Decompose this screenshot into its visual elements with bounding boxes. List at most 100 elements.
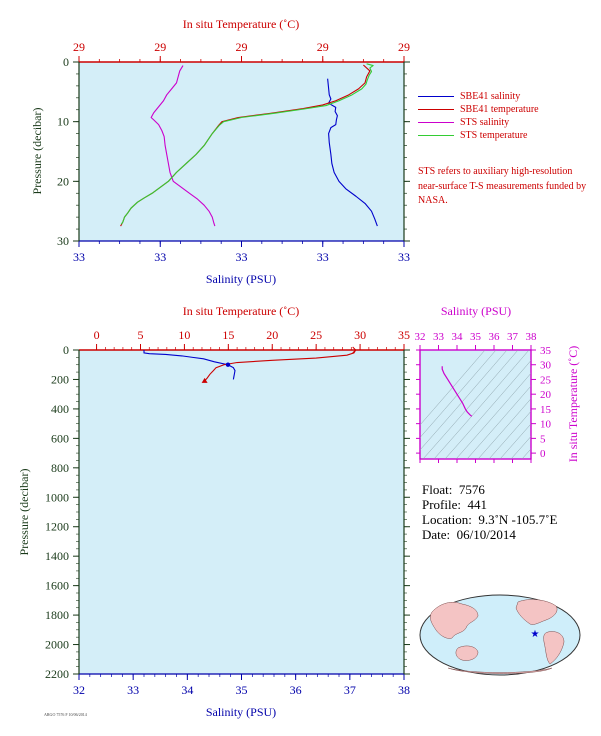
bottom-salinity-tick-label: 34: [181, 683, 193, 697]
top-temperature-axis-label: In situ Temperature (˚C): [183, 17, 300, 31]
bottom-temperature-tick-label: 30: [354, 328, 366, 342]
legend-swatch: [418, 96, 454, 97]
float-info: Float: 7576 Profile: 441 Location: 9.3˚N…: [422, 482, 557, 542]
top-temperature-tick-label: 29: [398, 40, 410, 54]
ts-isopycnal: [510, 435, 531, 459]
float-row: Float: 7576: [422, 482, 557, 497]
bottom-salinity-tick-label: 36: [290, 683, 302, 697]
top-temperature-tick-label: 29: [154, 40, 166, 54]
top-pressure-tick-label: 30: [57, 234, 69, 248]
legend-label: SBE41 salinity: [460, 91, 521, 102]
bottom-panel-series: [143, 346, 357, 383]
bottom-pressure-tick-label: 800: [51, 461, 69, 475]
ts-salinity-tick-label: 33: [433, 331, 445, 343]
bottom-pressure-tick-label: 2000: [45, 638, 69, 652]
ts-density-contours: [420, 350, 531, 459]
top-salinity-tick-label: 33: [398, 250, 410, 264]
top-plot-area: [78, 61, 405, 242]
top-panel: 29 29 29 29 29 33 33 33 33 33 0 10 20 30 In situ Temp…: [30, 17, 410, 286]
ts-salinity-tick-label: 37: [507, 331, 519, 343]
bottom-temperature-tick-label: 35: [398, 328, 410, 342]
bottom-salinity-axis-label: Salinity (PSU): [206, 705, 276, 719]
ts-salinity-tick-label: 32: [415, 331, 426, 343]
ts-diagram: 32 33 34 35 36 37 38 0 5 10 15 20 25 30 35 Salinity (P…: [415, 304, 580, 463]
map-float-location-star: ★: [531, 629, 540, 640]
legend-swatch: [418, 135, 454, 136]
salinity-end-marker: [225, 362, 231, 367]
top-salinity-tick-label: 33: [73, 250, 85, 264]
top-salinity-tick-label: 33: [154, 250, 166, 264]
bottom-series-salinity: [143, 350, 236, 380]
bottom-pressure-tick-label: 0: [63, 343, 69, 357]
ts-temperature-tick-label: 0: [540, 448, 546, 460]
top-salinity-tick-label: 33: [236, 250, 248, 264]
map-land-north-america: [515, 599, 558, 625]
bottom-temperature-tick-label: 10: [178, 328, 190, 342]
bottom-pressure-axis-label: Pressure (decibar): [17, 469, 31, 556]
float-label: Float:: [422, 482, 453, 497]
bottom-temperature-tick-label: 5: [137, 328, 143, 342]
bottom-pressure-tick-label: 1400: [45, 549, 69, 563]
bottom-temperature-tick-label: 20: [266, 328, 278, 342]
location-label: Location:: [422, 512, 472, 527]
date-row: Date: 06/10/2014: [422, 527, 557, 542]
bottom-pressure-tick-label: 200: [51, 372, 69, 386]
ts-temperature-axis-label: In situ Temperature (˚C): [566, 346, 580, 463]
bottom-panel: 0 5 10 15 20 25 30 35 32 33 34 35 36 37 38 0 200 400 600 80…: [17, 304, 410, 719]
top-pressure-axis-label: Pressure (decibar): [30, 108, 44, 195]
ts-temperature-tick-label: 5: [540, 433, 546, 445]
ts-diagram-ticks: 32 33 34 35 36 37 38 0 5 10 15 20 25 30 35: [415, 331, 552, 463]
bottom-pressure-tick-label: 1800: [45, 608, 69, 622]
top-panel-series: [120, 63, 378, 227]
bottom-temperature-tick-label: 0: [94, 328, 100, 342]
legend-label: SBE41 temperature: [460, 104, 539, 115]
ts-isopycnal: [422, 350, 519, 459]
bottom-salinity-tick-label: 32: [73, 683, 85, 697]
top-series-sts-temperature: [120, 63, 374, 225]
map-land-antarctica: [447, 667, 553, 674]
ts-isopycnal: [477, 398, 531, 459]
bottom-temperature-tick-label: 15: [222, 328, 234, 342]
bottom-pressure-tick-label: 1000: [45, 490, 69, 504]
top-pressure-tick-label: 0: [63, 55, 69, 69]
ts-isopycnal: [420, 350, 508, 451]
ts-temperature-tick-label: 15: [540, 404, 552, 416]
ts-temperature-tick-label: 20: [540, 389, 552, 401]
ts-isopycnal: [488, 410, 531, 459]
world-map: ★: [419, 594, 581, 676]
bottom-temperature-tick-label: 25: [310, 328, 322, 342]
top-temperature-tick-label: 29: [317, 40, 329, 54]
bottom-pressure-tick-label: 400: [51, 402, 69, 416]
legend-label: STS temperature: [460, 130, 528, 141]
top-salinity-tick-label: 33: [317, 250, 329, 264]
ts-temperature-tick-label: 10: [540, 419, 552, 431]
ts-isopycnal: [499, 423, 531, 459]
bottom-plot-area: [78, 349, 405, 675]
temperature-start-marker: [352, 346, 357, 354]
bottom-salinity-tick-label: 33: [127, 683, 139, 697]
ts-temperature-tick-label: 35: [540, 345, 552, 357]
ts-salinity-axis-label: Salinity (PSU): [441, 304, 511, 318]
bottom-pressure-tick-label: 2200: [45, 667, 69, 681]
bottom-salinity-tick-label: 35: [236, 683, 248, 697]
ts-salinity-tick-label: 36: [489, 331, 501, 343]
ts-isopycnal: [521, 448, 531, 459]
bottom-salinity-tick-label: 38: [398, 683, 410, 697]
top-series-sbe41-salinity: [327, 78, 378, 227]
top-salinity-axis-label: Salinity (PSU): [206, 272, 276, 286]
legend-swatch: [418, 109, 454, 110]
bottom-panel-ticks: 0 5 10 15 20 25 30 35 32 33 34 35 36 37 38 0 200 400 600 80…: [45, 328, 410, 697]
temperature-end-marker: [201, 377, 208, 383]
ts-isopycnal: [455, 372, 531, 459]
top-temperature-tick-label: 29: [73, 40, 85, 54]
float-value: 7576: [458, 482, 485, 497]
top-panel-ticks: 29 29 29 29 29 33 33 33 33 33 0 10 20 30: [57, 40, 410, 264]
footer-code: ARGO 7576 F 10/06/2014: [44, 712, 87, 717]
profile-row: Profile: 441: [422, 497, 557, 512]
map-land-australia: [455, 645, 479, 661]
date-value: 06/10/2014: [456, 527, 516, 542]
location-value: 9.3˚N -105.7˚E: [478, 512, 558, 527]
top-temperature-tick-label: 29: [236, 40, 248, 54]
bottom-pressure-tick-label: 600: [51, 431, 69, 445]
